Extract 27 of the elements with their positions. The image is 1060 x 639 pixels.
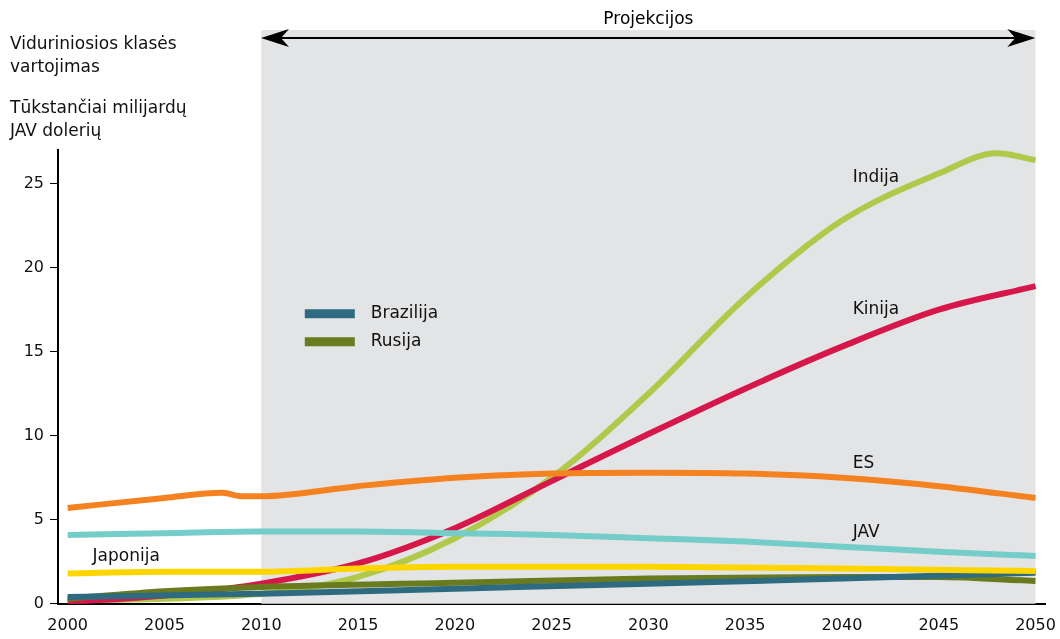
y-axis-title: Tūkstančiai milijardų JAV dolerių [10,96,188,142]
chart-title: Viduriniosios klasės vartojimas [10,32,178,78]
band-label: Projekcijos [603,7,694,28]
y-tick-label: 10 [23,424,44,444]
legend-label: Rusija [370,329,422,350]
x-tick-label: 2040 [821,614,863,634]
x-tick-label: 2035 [724,614,766,634]
series-label: Japonija [91,545,160,566]
y-tick-label: 25 [23,172,44,192]
x-tick-label: 2005 [144,614,185,634]
series-label: Indija [852,166,900,187]
series-label: ES [852,452,875,473]
x-tick-label: 2030 [628,614,669,634]
y-tick-label: 20 [23,256,44,276]
x-tick-label: 2045 [918,614,960,634]
x-tick-label: 2050 [1015,614,1056,634]
x-tick-label: 2025 [531,614,572,634]
y-tick-label: 0 [33,592,44,612]
y-tick-label: 5 [33,508,44,528]
legend-label: Brazilija [370,301,439,322]
series-label: JAV [851,520,880,541]
x-tick-label: 2020 [434,614,476,634]
x-tick-label: 2010 [240,614,282,634]
y-tick-label: 15 [23,340,44,360]
series-label: Kinija [852,298,900,319]
x-tick-label: 2015 [337,614,379,634]
x-tick-label: 2000 [47,614,89,634]
